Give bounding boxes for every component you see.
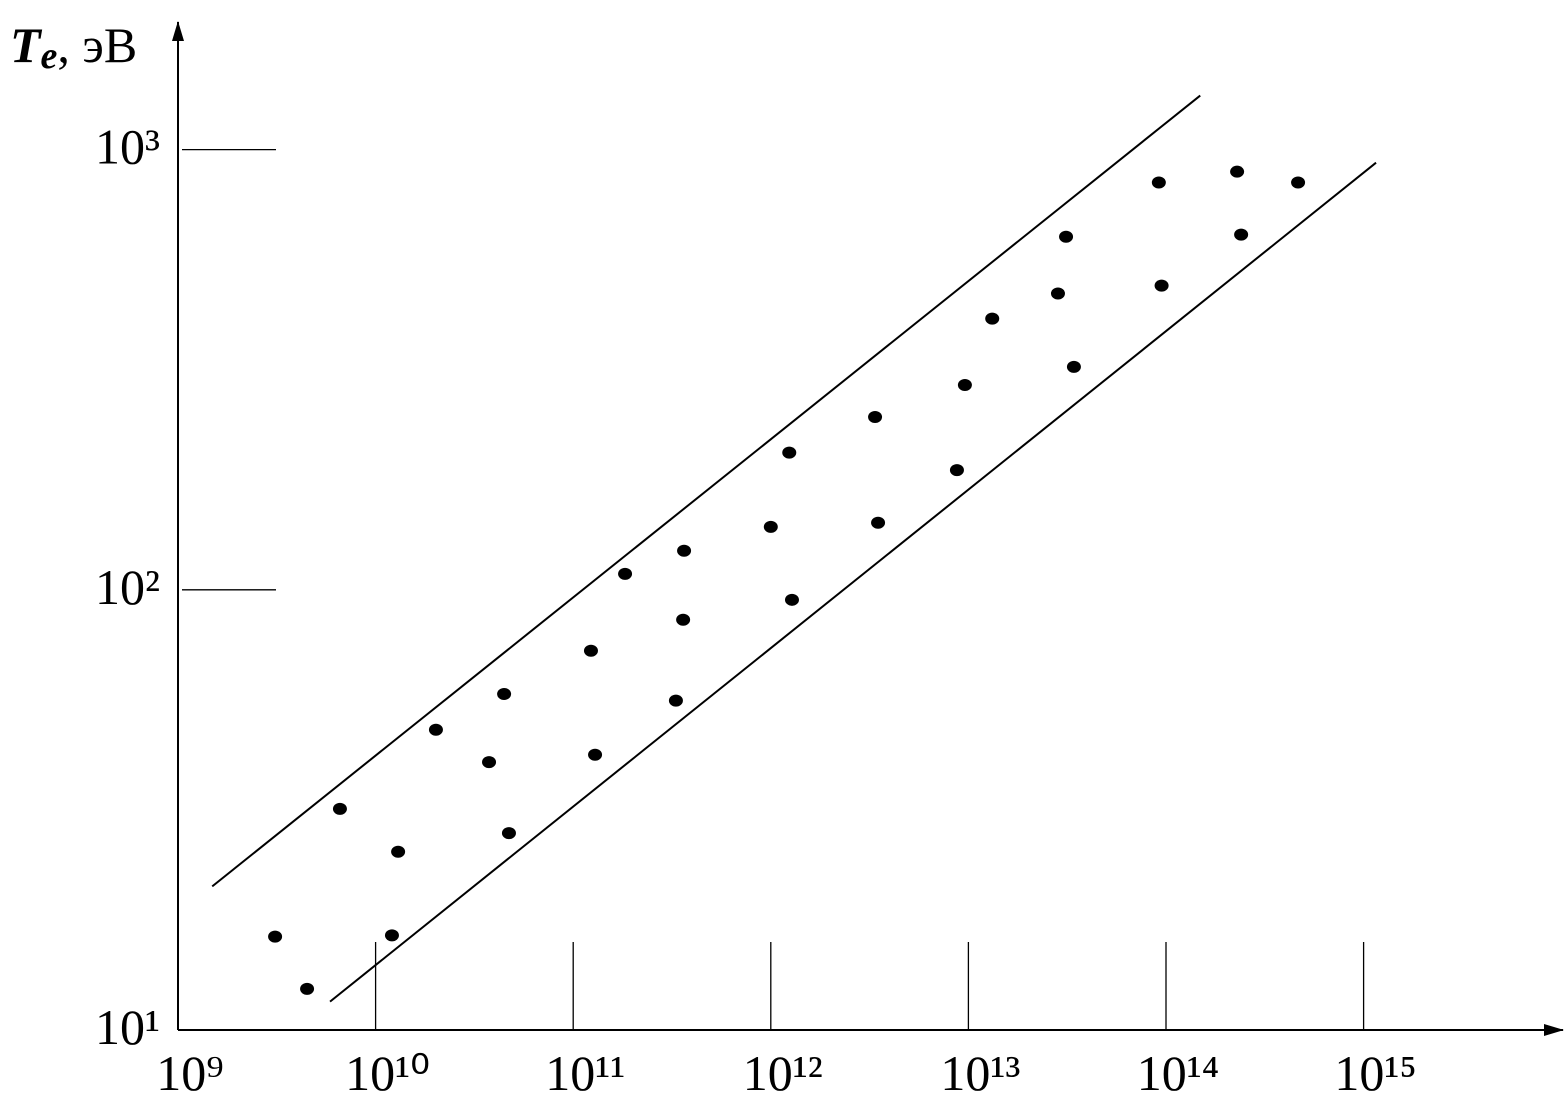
x-tick-label: 10¹¹ [545, 1045, 625, 1101]
point [677, 544, 692, 557]
x-tick-label: 10¹⁰ [345, 1045, 430, 1101]
point [676, 613, 691, 626]
point [618, 567, 633, 580]
bound-line [211, 94, 1201, 888]
point [482, 756, 497, 769]
point [332, 802, 347, 815]
y-tick-label: 10¹ [95, 999, 160, 1055]
point [300, 982, 315, 995]
bound-line [329, 161, 1377, 1003]
point [1234, 228, 1249, 241]
point [588, 748, 603, 761]
x-tick-label: 10¹⁴ [1137, 1045, 1219, 1101]
point [1291, 176, 1306, 189]
point [868, 410, 883, 423]
point [784, 593, 799, 606]
point [497, 687, 512, 700]
point [501, 827, 516, 840]
x-tick-label: 10¹³ [940, 1045, 1020, 1101]
y-tick-label: 10³ [95, 119, 160, 175]
point [1059, 230, 1074, 243]
point [1151, 176, 1166, 189]
point [985, 312, 1000, 325]
point [583, 644, 598, 657]
point [957, 378, 972, 391]
point [1154, 279, 1169, 292]
point [268, 930, 283, 943]
point [1230, 165, 1245, 178]
point [668, 694, 683, 707]
point [949, 464, 964, 477]
point [428, 723, 443, 736]
y-tick-label: 10² [95, 559, 160, 615]
x-tick-label: 10¹⁵ [1334, 1045, 1416, 1101]
point [391, 845, 406, 858]
point [1066, 360, 1081, 373]
point [1050, 287, 1065, 300]
x-tick-label: 10¹² [743, 1045, 823, 1101]
y-axis-label: Te, эВ [10, 17, 137, 77]
point [871, 516, 886, 529]
point [763, 520, 778, 533]
point [384, 929, 399, 942]
point [782, 446, 797, 459]
x-tick-label: 10⁹ [156, 1045, 223, 1101]
